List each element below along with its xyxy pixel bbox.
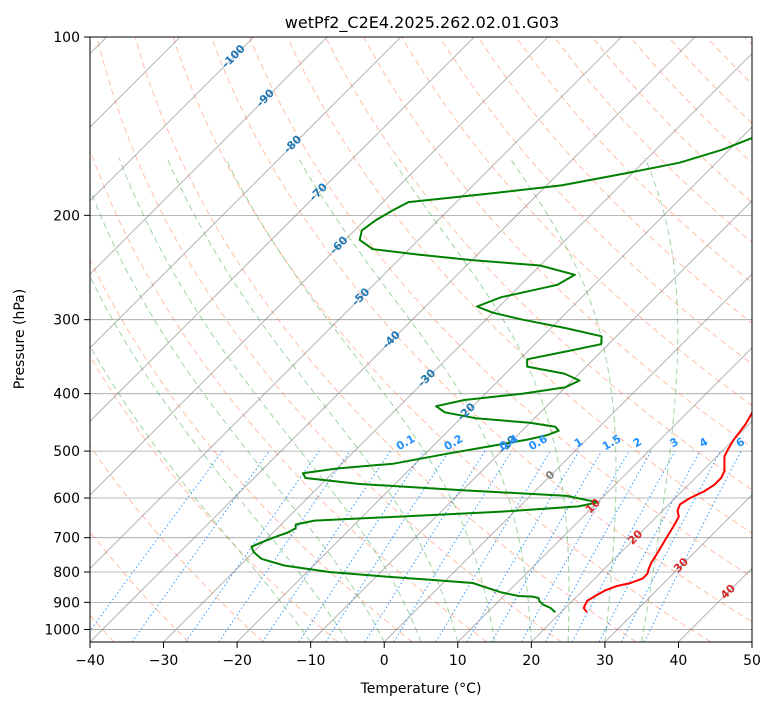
pressure-gridlines	[90, 37, 752, 630]
x-axis-title: Temperature (°C)	[360, 681, 482, 697]
moist-adiabat-line	[90, 275, 348, 642]
y-tick-label: 300	[53, 313, 80, 329]
isotherm-line	[90, 37, 328, 275]
axes: −40 −30 −20 −10 0 10 20 30 40 50 100 200 300 400 500 60…	[44, 30, 761, 669]
moist-adiabat-line	[641, 157, 679, 642]
moist-adiabat-line	[118, 157, 422, 642]
mixing-ratio-line	[466, 450, 580, 642]
y-tick-label: 200	[53, 208, 80, 224]
isotherm-line	[90, 37, 475, 422]
dry-adiabats	[90, 37, 752, 642]
y-tick-label: 1000	[44, 622, 80, 638]
dry-adiabat-line	[90, 258, 413, 642]
y-tick-label: 100	[53, 30, 80, 46]
x-tick-label: 0	[380, 653, 389, 669]
mixing-ratio-line	[218, 450, 351, 642]
isotherm-line	[90, 37, 622, 569]
skewed-isotherms	[90, 37, 752, 642]
x-tick-label: −30	[149, 653, 179, 669]
dry-adiabat-line	[477, 37, 752, 324]
y-tick-label: 800	[53, 565, 80, 581]
mixing-ratio-line	[393, 450, 513, 642]
moist-adiabat-line	[90, 345, 312, 642]
isotherm-line	[531, 420, 752, 642]
mixing-ratio-line	[131, 450, 270, 642]
dry-adiabat-line	[591, 37, 752, 204]
mixing-ratio-line	[491, 450, 603, 642]
dry-adiabat-line	[96, 37, 562, 642]
moist-adiabat-line	[390, 157, 570, 642]
y-tick-label: 600	[53, 491, 80, 507]
mixing-ratio-line	[521, 450, 630, 642]
dry-adiabat-line	[401, 37, 752, 407]
isotherm-line	[310, 200, 752, 642]
x-tick-label: 40	[670, 653, 688, 669]
isotherm-line	[90, 37, 402, 349]
isotherm-line	[457, 347, 752, 642]
dry-adiabat-line	[210, 37, 752, 623]
isotherm-line	[604, 494, 752, 642]
moist-adiabat-line	[166, 157, 459, 642]
x-tick-label: −20	[222, 653, 252, 669]
y-tick-label: 900	[53, 595, 80, 611]
profile-series	[250, 136, 752, 613]
chart-title: wetPf2_C2E4.2025.262.02.01.G03	[285, 13, 559, 33]
moist-adiabat-line	[297, 157, 532, 642]
dry-adiabat-line	[629, 37, 752, 164]
x-tick-label: −40	[75, 653, 105, 669]
dewpoint-profile-line	[250, 136, 752, 613]
dry-adiabat-line	[248, 37, 752, 578]
x-tick-label: 20	[522, 653, 540, 669]
y-axis-title: Pressure (hPa)	[12, 289, 28, 389]
dry-adiabat-line	[286, 37, 752, 534]
isotherm-line	[90, 37, 549, 496]
x-tick-label: 30	[596, 653, 614, 669]
x-tick-label: 10	[449, 653, 467, 669]
mixing-ratio-line	[364, 450, 486, 642]
mixing-ratio-line	[571, 450, 676, 642]
isotherm-line	[236, 126, 752, 642]
isotherm-line	[90, 37, 254, 202]
moist-adiabat-line	[90, 188, 385, 642]
mixing-ratio-line	[435, 450, 551, 642]
x-tick-label: −10	[296, 653, 326, 669]
y-tick-label: 700	[53, 531, 80, 547]
moist-adiabats	[90, 157, 679, 642]
y-tick-label: 400	[53, 387, 80, 403]
mixing-ratio-line	[325, 450, 450, 642]
dry-adiabat-line	[172, 37, 712, 642]
plot-frame	[89, 36, 753, 643]
y-tick-label: 500	[53, 444, 80, 460]
dry-adiabat-line	[134, 37, 637, 642]
isotherm-line	[383, 273, 752, 642]
dry-adiabat-line	[90, 445, 264, 642]
temperature-profile-line	[582, 411, 752, 613]
moist-adiabat-line	[509, 157, 617, 642]
dry-adiabat-line	[325, 37, 752, 491]
isotherm-line	[90, 37, 696, 642]
x-tick-label: 50	[743, 653, 761, 669]
